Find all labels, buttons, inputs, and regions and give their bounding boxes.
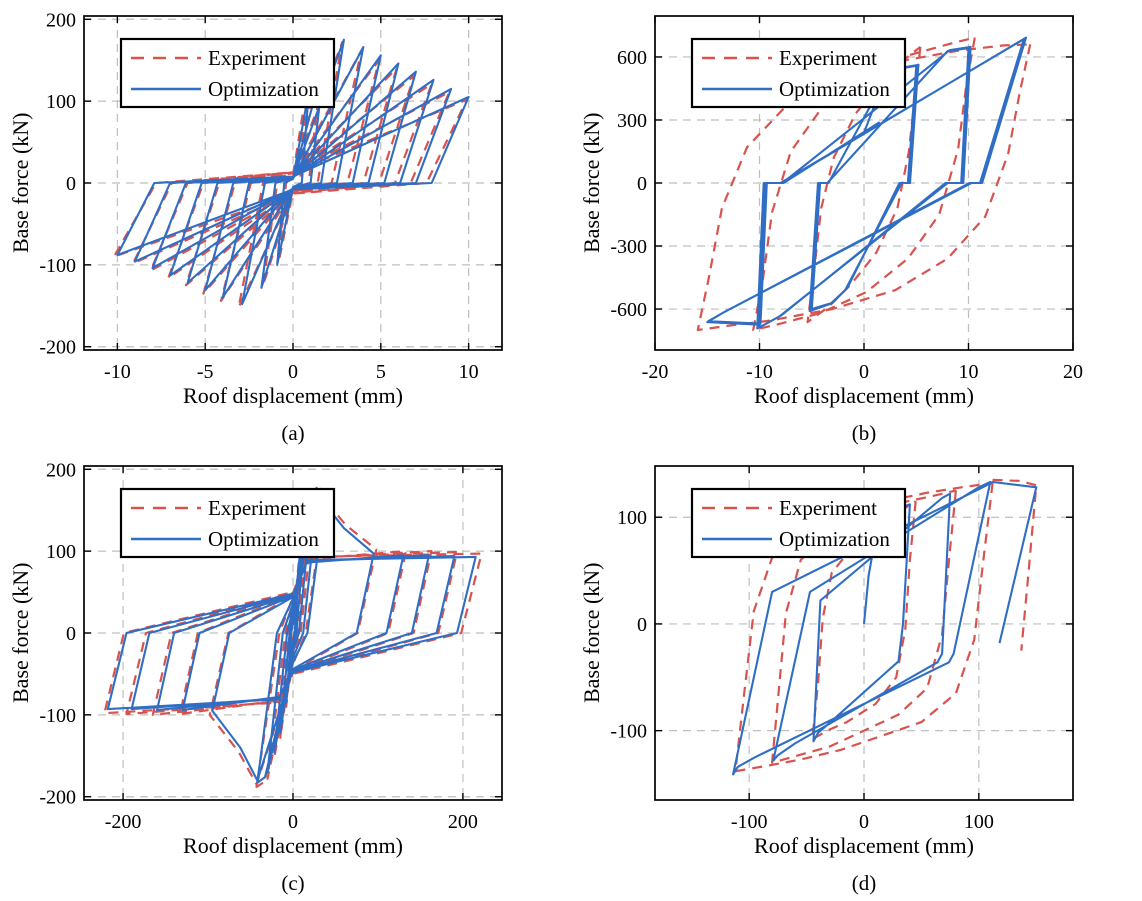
svg-text:0: 0 xyxy=(637,614,647,636)
svg-text:Experiment: Experiment xyxy=(779,46,877,70)
svg-text:100: 100 xyxy=(46,541,76,563)
subplot-a-x-axis-label: Roof displacement (mm) xyxy=(183,383,403,408)
subplot-c-y-axis-label: Base force (kN) xyxy=(8,562,33,704)
svg-text:-5: -5 xyxy=(197,361,214,383)
svg-text:10: 10 xyxy=(459,361,479,383)
legend-c: Experiment Optimization xyxy=(119,487,336,559)
svg-text:Optimization: Optimization xyxy=(779,527,890,551)
svg-text:Experiment: Experiment xyxy=(208,46,306,70)
svg-text:0: 0 xyxy=(288,811,298,833)
legend-d: Experiment Optimization xyxy=(690,487,907,559)
svg-text:-100: -100 xyxy=(39,705,76,727)
subplot-a-chart: -10 -5 0 5 10 -200 -100 0 100 200 Experiment Optimi… xyxy=(39,9,503,383)
svg-text:100: 100 xyxy=(964,811,994,833)
subplot-d-y-axis-label: Base force (kN) xyxy=(579,562,604,704)
subplot-a-y-axis-label: Base force (kN) xyxy=(8,112,33,254)
svg-text:10: 10 xyxy=(959,361,979,383)
svg-text:-200: -200 xyxy=(39,337,76,359)
svg-text:0: 0 xyxy=(859,811,869,833)
svg-text:200: 200 xyxy=(46,9,76,31)
svg-text:0: 0 xyxy=(66,173,76,195)
legend-b: Experiment Optimization xyxy=(690,37,907,109)
svg-text:200: 200 xyxy=(46,459,76,481)
svg-text:200: 200 xyxy=(448,811,478,833)
subplot-c-caption: (c) xyxy=(281,871,305,895)
svg-text:-300: -300 xyxy=(610,236,647,258)
svg-text:100: 100 xyxy=(617,507,647,529)
subplot-b-caption: (b) xyxy=(851,421,877,445)
svg-text:-20: -20 xyxy=(642,361,669,383)
svg-text:600: 600 xyxy=(617,47,647,69)
subplot-b-y-axis-label: Base force (kN) xyxy=(579,112,604,254)
svg-text:0: 0 xyxy=(859,361,869,383)
subplot-d-chart: -100 0 100 -100 0 100 Experiment Optimization xyxy=(610,465,1074,833)
subplot-b-x-axis-label: Roof displacement (mm) xyxy=(754,383,974,408)
svg-text:Experiment: Experiment xyxy=(779,496,877,520)
subplot-c: -200 0 200 -200 -100 0 100 200 Experiment Optimiz… xyxy=(0,450,571,901)
svg-text:-100: -100 xyxy=(39,255,76,277)
svg-text:0: 0 xyxy=(637,173,647,195)
svg-text:-100: -100 xyxy=(731,811,768,833)
svg-text:Optimization: Optimization xyxy=(779,77,890,101)
subplot-c-x-axis-label: Roof displacement (mm) xyxy=(183,833,403,858)
svg-text:-600: -600 xyxy=(610,299,647,321)
svg-text:Optimization: Optimization xyxy=(208,77,319,101)
svg-text:5: 5 xyxy=(376,361,386,383)
svg-text:20: 20 xyxy=(1063,361,1083,383)
subplot-d-caption: (d) xyxy=(851,871,877,895)
svg-text:0: 0 xyxy=(288,361,298,383)
subplot-d-x-axis-label: Roof displacement (mm) xyxy=(754,833,974,858)
subplot-b-chart: -20 -10 0 10 20 -600 -300 0 300 600 Experiment Opti… xyxy=(610,15,1083,383)
svg-text:100: 100 xyxy=(46,91,76,113)
svg-text:-100: -100 xyxy=(610,721,647,743)
svg-text:-10: -10 xyxy=(104,361,131,383)
svg-text:-200: -200 xyxy=(39,787,76,809)
svg-text:-200: -200 xyxy=(105,811,142,833)
svg-text:0: 0 xyxy=(66,623,76,645)
svg-text:Optimization: Optimization xyxy=(208,527,319,551)
subplot-a-caption: (a) xyxy=(281,421,305,445)
subplot-d: -100 0 100 -100 0 100 Experiment Optimization B… xyxy=(571,450,1142,901)
subplot-a: -10 -5 0 5 10 -200 -100 0 100 200 Experiment Optimi… xyxy=(0,0,571,451)
subplot-b: -20 -10 0 10 20 -600 -300 0 300 600 Experiment Opti… xyxy=(571,0,1142,451)
subplot-c-chart: -200 0 200 -200 -100 0 100 200 Experiment Optimiz… xyxy=(39,459,503,833)
legend-a: Experiment Optimization xyxy=(119,37,336,109)
svg-text:300: 300 xyxy=(617,110,647,132)
svg-text:-10: -10 xyxy=(746,361,773,383)
svg-text:Experiment: Experiment xyxy=(208,496,306,520)
